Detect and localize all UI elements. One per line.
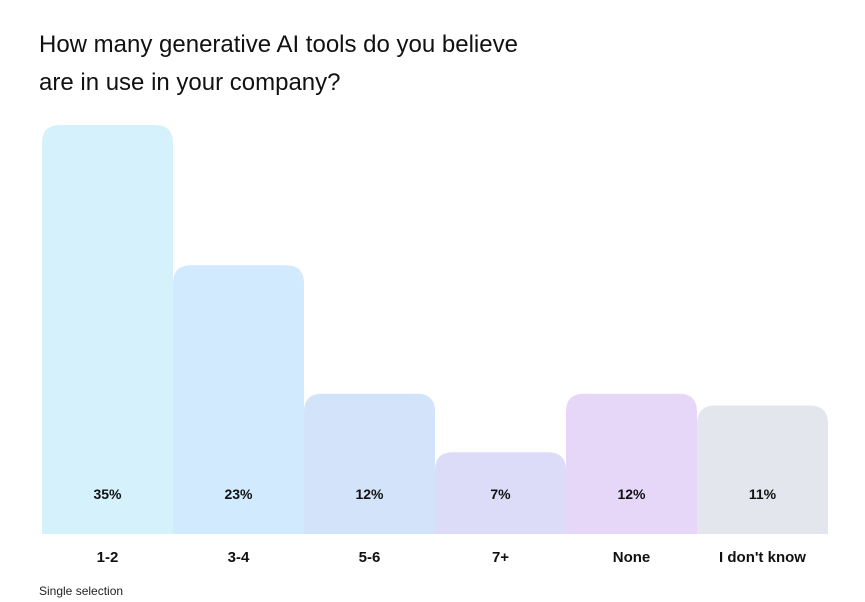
value-label: 7% [490,486,511,502]
value-label: 23% [224,486,253,502]
bar-5-6 [304,393,435,534]
footnote: Single selection [39,584,124,598]
bar-7- [435,452,566,534]
category-label: 1-2 [97,549,119,566]
category-label: I don't know [719,549,806,566]
bar-3-4 [173,265,304,534]
value-label: 12% [617,486,646,502]
chart-title: How many generative AI tools do you beli… [39,31,518,96]
value-label: 11% [749,486,777,502]
value-label: 35% [93,486,122,502]
category-label: 7+ [492,549,509,566]
bar-1-2 [42,125,173,534]
category-label: 5-6 [359,549,381,566]
bar-none [566,393,697,534]
bar-i-don-t-know [697,405,828,534]
value-label: 12% [355,486,384,502]
category-label: None [613,549,651,566]
category-label: 3-4 [228,549,250,566]
